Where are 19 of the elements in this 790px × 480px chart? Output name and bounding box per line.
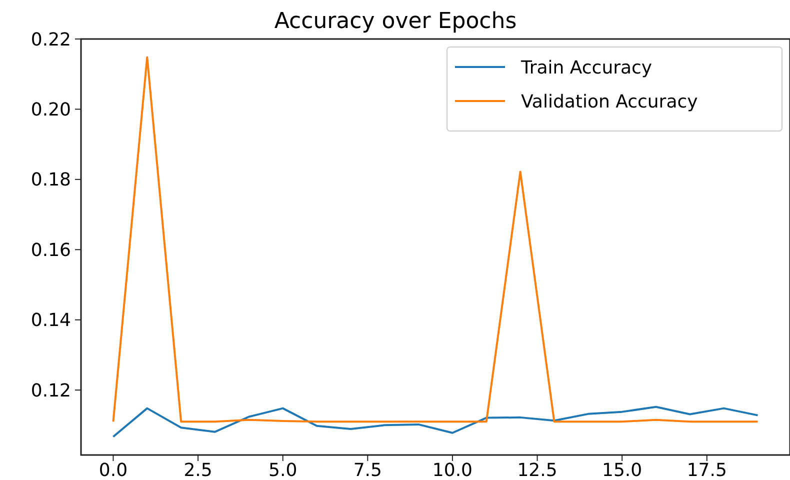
x-tick-label: 7.5 (353, 460, 382, 480)
line-series (112, 406, 759, 438)
y-tick-label: 0.22 (30, 29, 71, 50)
chart-title: Accuracy over Epochs (274, 9, 517, 34)
x-tick-label: 0.0 (98, 460, 128, 480)
x-tick-label: 15.0 (602, 460, 642, 480)
x-tick-label: 10.0 (432, 460, 472, 480)
x-tick-label: 17.5 (686, 460, 727, 480)
legend-label: Train Accuracy (520, 57, 652, 78)
y-tick-label: 0.14 (30, 310, 71, 332)
x-tick-label: 12.5 (517, 460, 558, 480)
x-tick-label: 5.0 (268, 460, 298, 480)
y-tick-label: 0.16 (30, 240, 71, 261)
line-series (112, 56, 759, 423)
y-tick-label: 0.12 (30, 380, 71, 402)
y-tick-label: 0.18 (30, 170, 71, 191)
y-tick-label: 0.20 (30, 100, 71, 121)
x-tick-label: 2.5 (184, 460, 212, 480)
legend-label: Validation Accuracy (521, 91, 698, 112)
